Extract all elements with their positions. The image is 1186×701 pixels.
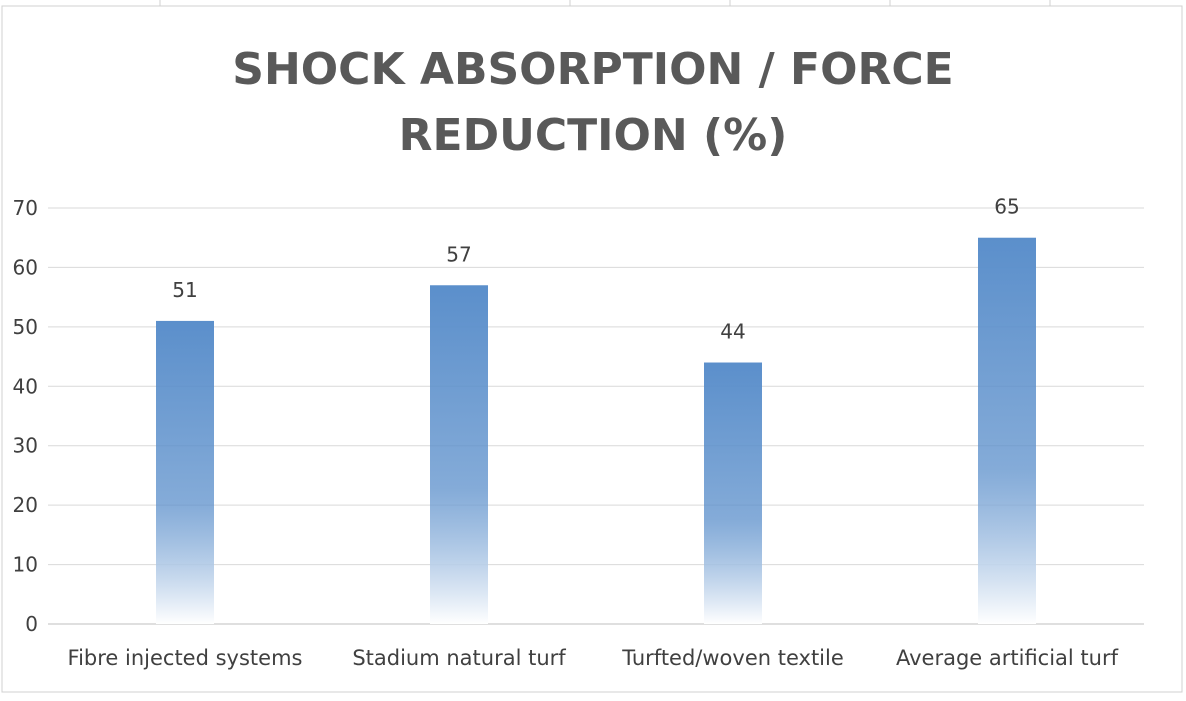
chart-title-line-1: SHOCK ABSORPTION / FORCE [232,44,953,95]
data-labels: 51 57 44 65 [172,195,1019,344]
chart-title: SHOCK ABSORPTION / FORCE REDUCTION (%) [232,44,953,161]
y-axis-tick-labels: 0 10 20 30 40 50 60 70 [13,196,38,636]
chart-title-line-2: REDUCTION (%) [399,110,788,161]
data-label: 44 [720,320,745,344]
data-label: 65 [994,195,1019,219]
y-tick-label: 0 [25,612,38,636]
y-tick-label: 40 [13,374,38,398]
x-axis-category-labels: Fibre injected systems Stadium natural tu… [68,646,1119,670]
y-tick-label: 50 [13,315,38,339]
y-tick-label: 10 [13,553,38,577]
bars [156,237,1036,624]
y-tick-label: 20 [13,493,38,517]
bar [156,320,214,624]
x-category-label: Average artificial turf [896,646,1119,670]
y-tick-label: 60 [13,255,38,279]
x-category-label: Stadium natural turf [352,646,566,670]
bar [978,237,1036,624]
bar [430,285,488,624]
chart-border [1,5,1183,693]
y-gridlines [48,207,1144,625]
data-label: 51 [172,278,197,302]
y-tick-label: 30 [13,434,38,458]
data-label: 57 [446,242,471,266]
y-tick-label: 70 [13,196,38,220]
x-category-label: Turfted/woven textile [621,646,844,670]
x-category-label: Fibre injected systems [68,646,303,670]
bar [704,362,762,624]
